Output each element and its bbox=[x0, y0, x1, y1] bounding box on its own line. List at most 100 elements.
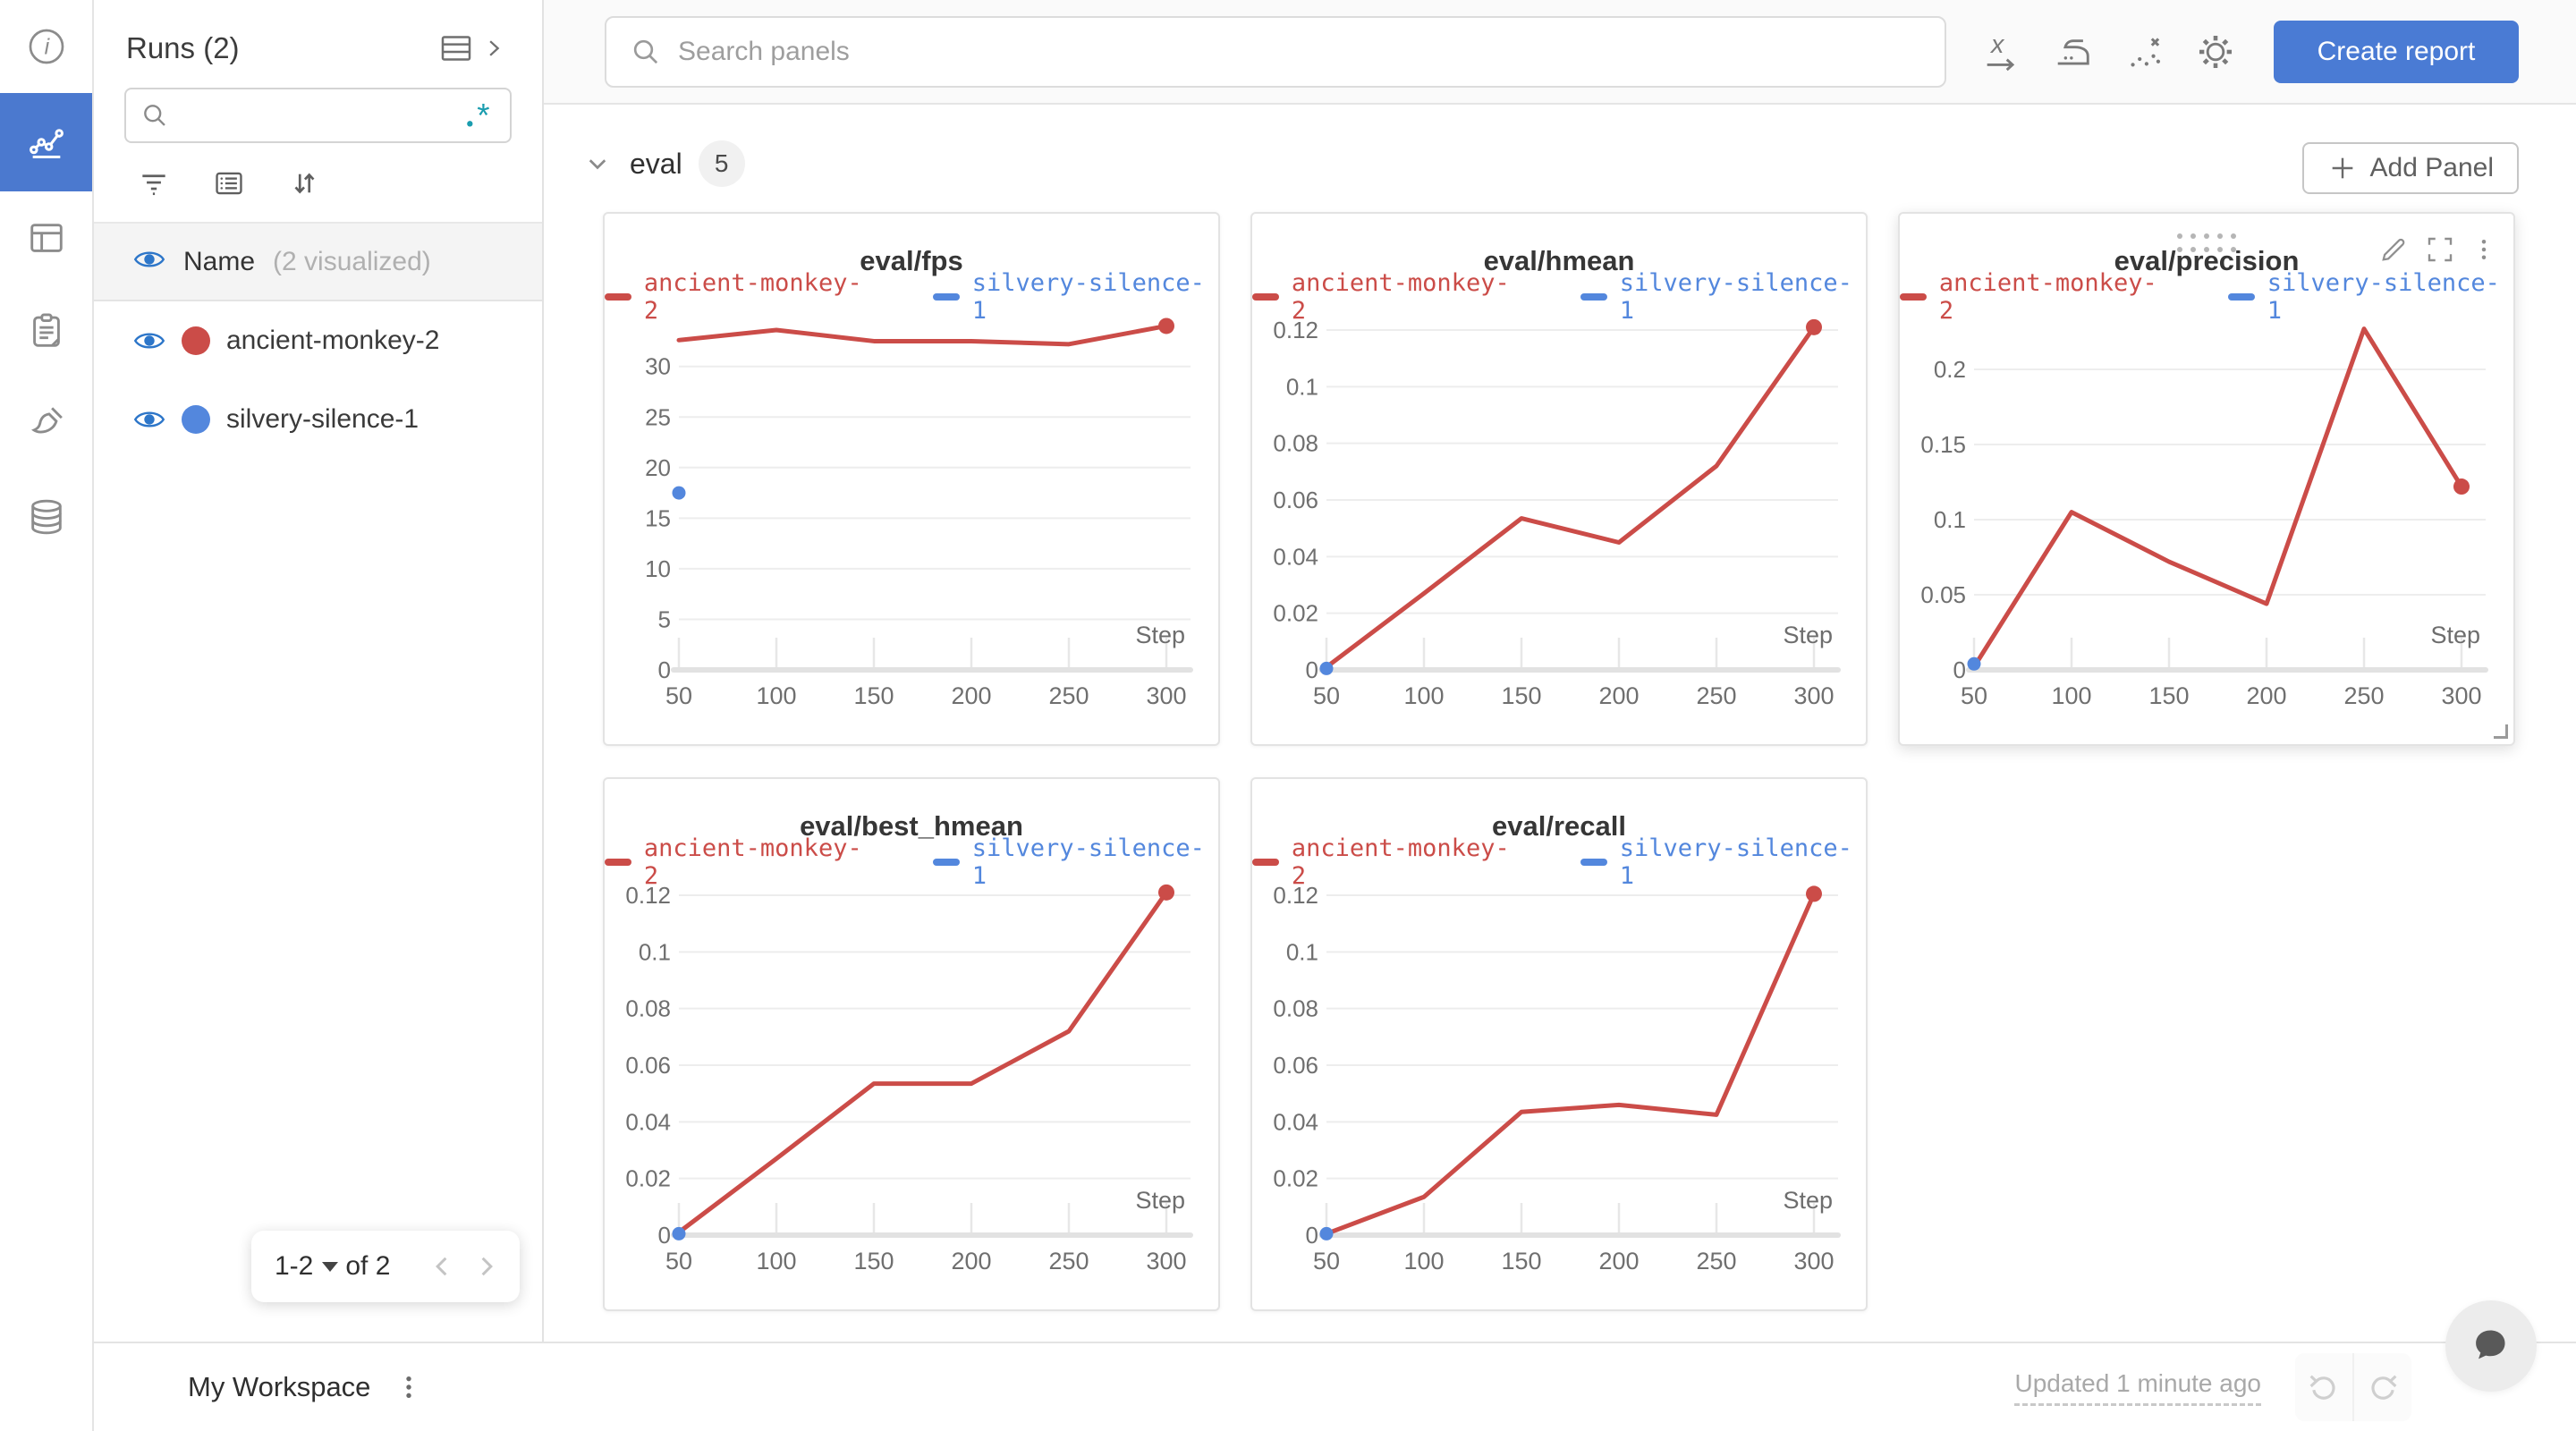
rail-item-table[interactable] bbox=[0, 191, 92, 284]
eye-icon[interactable] bbox=[133, 243, 165, 280]
line-chart[interactable]: 0 5 10 15 20 25 30 50 100 150 200 250 300 Step bbox=[605, 318, 1222, 744]
panel-search-input[interactable] bbox=[678, 36, 1923, 67]
legend-label: silvery-silence-1 bbox=[2267, 269, 2500, 325]
fullscreen-icon[interactable] bbox=[2424, 233, 2456, 266]
chart-legend: ancient-monkey-2 silvery-silence-1 bbox=[605, 834, 1218, 890]
next-page-icon[interactable] bbox=[468, 1249, 504, 1284]
svg-text:150: 150 bbox=[1501, 682, 1541, 709]
legend-entry[interactable]: ancient-monkey-2 bbox=[605, 834, 876, 890]
display-settings-icon[interactable] bbox=[212, 166, 246, 200]
svg-text:0: 0 bbox=[1953, 656, 1966, 683]
run-list: ancient-monkey-2 silvery-silence-1 bbox=[94, 301, 542, 459]
svg-text:150: 150 bbox=[2148, 682, 2189, 709]
legend-label: ancient-monkey-2 bbox=[643, 269, 862, 325]
svg-text:20: 20 bbox=[645, 454, 671, 481]
runs-search-input[interactable] bbox=[180, 101, 462, 130]
svg-text:150: 150 bbox=[1501, 1248, 1541, 1274]
section-title: eval bbox=[630, 147, 682, 180]
visualized-count: (2 visualized) bbox=[273, 246, 431, 276]
undo-button[interactable] bbox=[2295, 1353, 2352, 1421]
legend-entry[interactable]: ancient-monkey-2 bbox=[605, 269, 876, 325]
legend-entry[interactable]: silvery-silence-1 bbox=[1580, 834, 1866, 890]
chart-title: eval/fps bbox=[860, 245, 963, 276]
eye-icon[interactable] bbox=[133, 403, 165, 436]
svg-text:0.1: 0.1 bbox=[1286, 938, 1318, 965]
line-chart[interactable]: 0 0.05 0.1 0.15 0.2 50 100 150 200 250 300 Step bbox=[1900, 319, 2517, 744]
smoothing-button[interactable] bbox=[2050, 30, 2095, 74]
chevron-down-icon[interactable] bbox=[581, 148, 614, 180]
chart-legend: ancient-monkey-2 silvery-silence-1 bbox=[1252, 269, 1866, 325]
sort-icon[interactable] bbox=[287, 166, 321, 200]
runs-table-icon[interactable] bbox=[438, 30, 474, 66]
add-panel-button[interactable]: Add Panel bbox=[2301, 142, 2519, 194]
redo-button[interactable] bbox=[2352, 1353, 2411, 1421]
svg-text:250: 250 bbox=[1048, 682, 1089, 709]
x-axis-settings-button[interactable]: x bbox=[1979, 30, 2023, 74]
svg-text:10: 10 bbox=[645, 555, 671, 582]
outliers-button[interactable] bbox=[2122, 30, 2166, 74]
svg-text:i: i bbox=[44, 34, 50, 59]
line-chart[interactable]: 0 0.02 0.04 0.06 0.08 0.1 0.12 50 100 150 200 250 30… bbox=[1252, 882, 1869, 1309]
rail-item-overview[interactable]: i bbox=[0, 0, 92, 93]
resize-handle[interactable] bbox=[2494, 724, 2508, 739]
chart-panel[interactable]: eval/precision ancient-monkey-2 silvery-si… bbox=[1898, 212, 2515, 746]
edit-pencil-icon[interactable] bbox=[2377, 233, 2410, 266]
caret-down-icon bbox=[322, 1261, 339, 1272]
svg-text:Step: Step bbox=[1783, 1187, 1833, 1214]
runs-header-row[interactable]: Name (2 visualized) bbox=[94, 224, 542, 301]
chart-panel[interactable]: eval/fps ancient-monkey-2 silvery-silence-… bbox=[603, 212, 1220, 746]
svg-text:0.04: 0.04 bbox=[1273, 543, 1318, 570]
run-color-dot[interactable] bbox=[182, 405, 210, 434]
plus-icon bbox=[2332, 157, 2352, 179]
legend-entry[interactable]: silvery-silence-1 bbox=[2227, 269, 2513, 325]
rail-item-sweeps[interactable] bbox=[0, 377, 92, 470]
create-report-button[interactable]: Create report bbox=[2274, 20, 2519, 83]
line-chart-icon bbox=[29, 129, 64, 159]
workspace-menu-button[interactable] bbox=[394, 1372, 424, 1402]
rail-item-charts[interactable] bbox=[0, 93, 92, 191]
rail-item-artifacts[interactable] bbox=[0, 470, 92, 563]
svg-text:150: 150 bbox=[853, 682, 894, 709]
page-total: of 2 bbox=[345, 1251, 391, 1281]
legend-entry[interactable]: silvery-silence-1 bbox=[932, 269, 1218, 325]
svg-text:200: 200 bbox=[951, 1248, 991, 1274]
svg-text:15: 15 bbox=[645, 504, 671, 531]
updated-timestamp[interactable]: Updated 1 minute ago bbox=[2014, 1369, 2261, 1406]
drag-handle-icon[interactable] bbox=[2177, 233, 2236, 252]
rail-item-logs[interactable] bbox=[0, 284, 92, 377]
line-chart[interactable]: 0 0.02 0.04 0.06 0.08 0.1 0.12 50 100 150 200 250 30… bbox=[605, 882, 1222, 1309]
svg-text:0.02: 0.02 bbox=[1273, 1165, 1318, 1192]
chevron-right-icon[interactable] bbox=[478, 33, 508, 64]
page-range-dropdown[interactable]: 1-2 bbox=[275, 1251, 339, 1282]
run-color-dot[interactable] bbox=[182, 326, 210, 355]
chat-widget-button[interactable] bbox=[2445, 1300, 2537, 1392]
prev-page-icon[interactable] bbox=[425, 1249, 461, 1284]
filter-icon[interactable] bbox=[137, 166, 171, 200]
legend-entry[interactable]: ancient-monkey-2 bbox=[1252, 834, 1523, 890]
panel-kebab-icon[interactable] bbox=[2470, 236, 2497, 263]
chart-legend: ancient-monkey-2 silvery-silence-1 bbox=[1900, 269, 2513, 325]
chart-panel[interactable]: eval/recall ancient-monkey-2 silvery-silen… bbox=[1250, 777, 1868, 1311]
chart-panel[interactable]: eval/best_hmean ancient-monkey-2 silvery-s… bbox=[603, 777, 1220, 1311]
legend-entry[interactable]: silvery-silence-1 bbox=[932, 834, 1218, 890]
section-header[interactable]: eval 5 bbox=[581, 140, 2576, 187]
eye-icon[interactable] bbox=[133, 325, 165, 357]
legend-entry[interactable]: silvery-silence-1 bbox=[1580, 269, 1866, 325]
workspace-settings-button[interactable] bbox=[2193, 30, 2238, 74]
legend-entry[interactable]: ancient-monkey-2 bbox=[1900, 269, 2171, 325]
line-chart[interactable]: 0 0.02 0.04 0.06 0.08 0.1 0.12 50 100 150 200 250 30… bbox=[1252, 317, 1869, 744]
svg-text:0.12: 0.12 bbox=[625, 882, 671, 909]
legend-swatch bbox=[1580, 293, 1607, 301]
svg-text:0.06: 0.06 bbox=[625, 1052, 671, 1079]
svg-text:200: 200 bbox=[1598, 682, 1639, 709]
run-row[interactable]: ancient-monkey-2 bbox=[94, 301, 542, 380]
regex-toggle-icon[interactable]: * bbox=[462, 97, 497, 133]
chart-panel[interactable]: eval/hmean ancient-monkey-2 silvery-silenc… bbox=[1250, 212, 1868, 746]
svg-text:Step: Step bbox=[1135, 1187, 1185, 1214]
chart-legend: ancient-monkey-2 silvery-silence-1 bbox=[1252, 834, 1866, 890]
eye-icon[interactable] bbox=[133, 243, 165, 275]
smoothing-iron-icon bbox=[2057, 38, 2089, 64]
legend-entry[interactable]: ancient-monkey-2 bbox=[1252, 269, 1523, 325]
run-row[interactable]: silvery-silence-1 bbox=[94, 380, 542, 459]
svg-text:200: 200 bbox=[951, 682, 991, 709]
